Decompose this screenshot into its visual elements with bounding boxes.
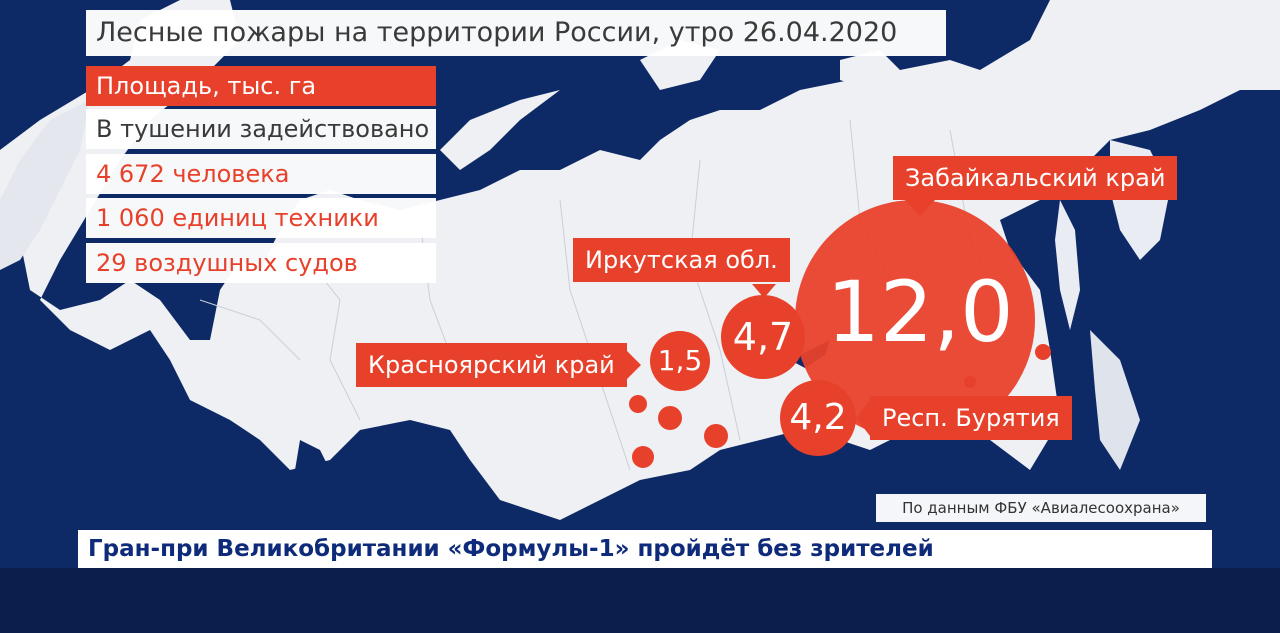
land-sakhalin xyxy=(1055,200,1080,330)
sea-caspian xyxy=(295,440,335,530)
bubble-zabaykalsky xyxy=(795,200,1035,440)
region-label-irkutsk: Иркутская обл. xyxy=(573,238,790,282)
ticker-strip xyxy=(0,568,1280,633)
land-island-new-siberian xyxy=(840,50,900,90)
sea-black xyxy=(120,390,200,450)
page-title: Лесные пожары на территории России, утро… xyxy=(86,10,946,56)
bubble-value-buryatia: 4,2 xyxy=(789,397,847,438)
region-label-krasnoyarsk: Красноярский край xyxy=(356,343,641,387)
pointer-buryatia xyxy=(856,400,870,436)
panel-row-aircraft: 29 воздушных судов xyxy=(86,243,436,283)
pointer-zabaykalsky xyxy=(905,200,935,216)
land-scandinavia xyxy=(0,100,90,270)
land-island-novaya-zemlya xyxy=(440,90,560,170)
panel-row-people: 4 672 человека xyxy=(86,154,436,194)
bubble-krasnoyarsk xyxy=(650,331,710,391)
panel-subtitle: В тушении задействовано xyxy=(86,109,436,149)
bubble-value-irkutsk: 4,7 xyxy=(732,315,794,359)
fire-dots xyxy=(629,344,1051,468)
bubble-irkutsk xyxy=(721,295,805,379)
ticker-text: Гран-при Великобритании «Формулы-1» прой… xyxy=(88,536,934,562)
pointer-irkutsk xyxy=(752,284,776,298)
source-caption: По данным ФБУ «Авиалесоохрана» xyxy=(876,494,1206,522)
region-label-zabaykalsky: Забайкальский край xyxy=(893,156,1178,200)
bubble-value-krasnoyarsk: 1,5 xyxy=(657,344,703,377)
land-japan xyxy=(1090,330,1140,470)
panel-row-vehicles: 1 060 единиц техники xyxy=(86,198,436,238)
panel-header: Площадь, тыс. га xyxy=(86,66,436,106)
region-label-buryatia: Респ. Бурятия xyxy=(870,396,1072,440)
news-ticker: Гран-при Великобритании «Формулы-1» прой… xyxy=(78,530,1212,568)
bubble-value-zabaykalsky: 12,0 xyxy=(826,263,1014,361)
bubble-buryatia xyxy=(780,380,856,456)
